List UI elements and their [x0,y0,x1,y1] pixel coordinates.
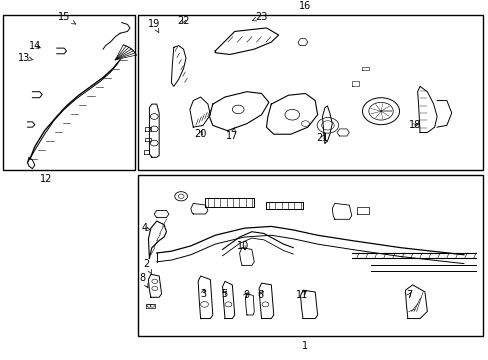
Text: 11: 11 [295,290,307,300]
Text: 15: 15 [58,12,76,24]
Bar [138,175,483,336]
Text: 13: 13 [18,53,33,63]
Text: 3: 3 [200,289,206,299]
Text: 8: 8 [139,274,148,288]
Text: 7: 7 [406,290,411,300]
Text: 16: 16 [299,1,311,11]
Text: 1: 1 [302,341,308,351]
Text: 23: 23 [252,12,267,22]
Text: 2: 2 [142,258,151,274]
Text: 17: 17 [225,128,238,141]
Text: 5: 5 [221,289,227,299]
Bar [3,15,135,170]
Text: 19: 19 [148,19,160,32]
Text: 14: 14 [29,41,41,51]
Text: 12: 12 [40,174,52,184]
Text: 9: 9 [243,290,248,300]
Bar [138,15,483,170]
Text: 22: 22 [177,16,189,26]
Text: 6: 6 [257,290,263,300]
Text: 20: 20 [194,129,206,139]
Text: 18: 18 [408,120,421,130]
Text: 21: 21 [316,133,328,143]
Text: 10: 10 [236,241,249,251]
Text: 4: 4 [141,223,150,233]
